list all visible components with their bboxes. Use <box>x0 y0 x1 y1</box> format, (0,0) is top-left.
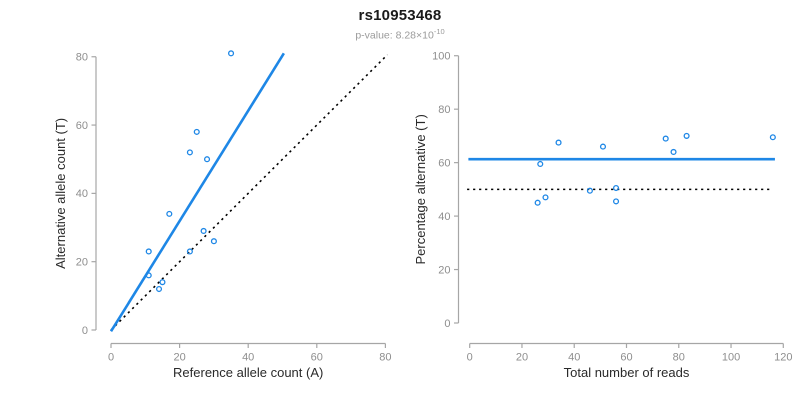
data-point <box>534 199 541 206</box>
allele-counts-panel: 0 20 40 60 80 Alternative allele count (T) 0 20… <box>53 50 392 380</box>
fit-line <box>109 52 285 333</box>
y-tick-label: 60 <box>438 157 450 169</box>
y-tick-label: 20 <box>438 264 450 276</box>
data-point <box>210 238 217 245</box>
data-point <box>200 227 207 234</box>
data-point <box>228 50 235 57</box>
data-point <box>155 285 163 293</box>
y-tick-label: 60 <box>76 120 88 132</box>
chart-subtitle: p-value: 8.28×10-10 <box>0 27 800 43</box>
data-point <box>599 143 607 150</box>
chart-title: rs10953468 <box>358 7 442 24</box>
data-point <box>145 272 152 279</box>
y-tick-label: 0 <box>82 325 88 337</box>
data-point <box>612 184 620 192</box>
identity-line <box>110 54 389 331</box>
data-point <box>537 160 544 168</box>
x-tick-label: 0 <box>467 352 473 364</box>
x-tick-label: 80 <box>673 352 685 364</box>
y-tick-label: 80 <box>76 52 88 64</box>
chart-header: rs10953468 p-value: 8.28×10-10 <box>0 7 800 42</box>
y-axis-title: Alternative allele count (T) <box>53 118 68 269</box>
data-point <box>203 156 211 163</box>
x-axis-title: Total number of reads <box>564 365 690 380</box>
x-tick-label: 40 <box>568 352 580 364</box>
y-tick-label: 20 <box>76 256 88 268</box>
data-point <box>186 149 193 156</box>
percentage-vs-reads-panel: 0 20 40 60 80 100 Percentage alternative (T) 0 2… <box>413 51 792 380</box>
x-tick-label: 40 <box>242 352 254 364</box>
x-tick-label: 100 <box>722 352 740 364</box>
data-point <box>670 148 677 155</box>
data-point <box>555 139 562 146</box>
data-point <box>586 187 593 194</box>
data-point <box>769 134 776 141</box>
data-point <box>612 198 620 205</box>
data-point <box>542 194 549 201</box>
data-point <box>145 248 152 255</box>
data-point <box>193 128 200 135</box>
x-tick-label: 20 <box>516 352 528 364</box>
x-tick-label: 0 <box>108 352 114 364</box>
x-tick-label: 120 <box>774 352 792 364</box>
p-value-label: p-value: 8.28×10 <box>355 29 434 42</box>
data-point <box>166 210 173 217</box>
p-value-exponent: -10 <box>433 26 445 36</box>
y-axis-title: Percentage alternative (T) <box>413 114 428 264</box>
x-tick-label: 20 <box>173 352 185 364</box>
data-point <box>662 135 669 142</box>
y-tick-label: 40 <box>76 188 88 200</box>
data-point <box>683 132 690 139</box>
data-point <box>159 279 166 286</box>
x-tick-label: 60 <box>311 352 323 364</box>
x-tick-label: 60 <box>620 352 632 364</box>
y-tick-label: 40 <box>438 211 450 223</box>
x-axis-title: Reference allele count (A) <box>173 365 323 380</box>
y-tick-label: 0 <box>444 318 450 330</box>
y-tick-label: 100 <box>432 51 450 63</box>
x-tick-label: 80 <box>379 352 391 364</box>
y-tick-label: 80 <box>438 104 450 116</box>
data-point <box>186 248 193 255</box>
